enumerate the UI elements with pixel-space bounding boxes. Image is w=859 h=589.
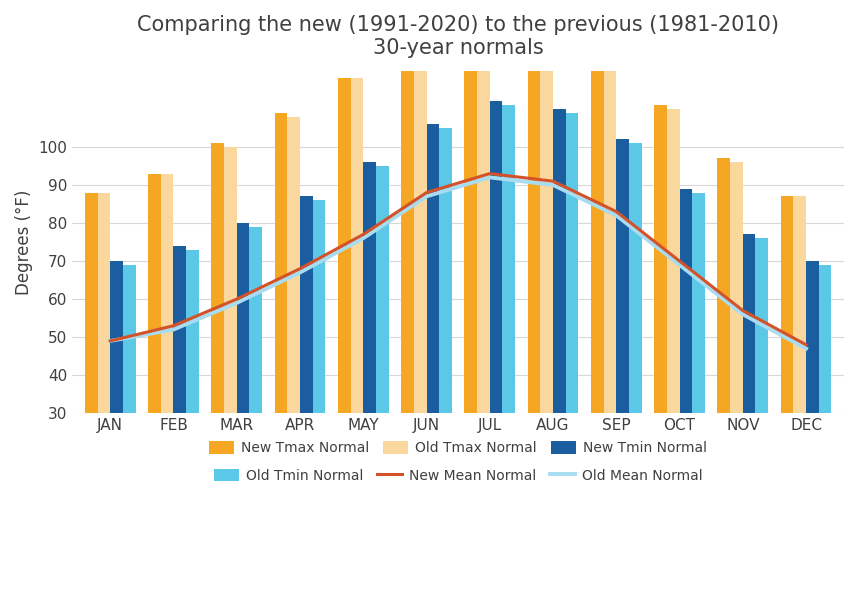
Bar	[237, 223, 249, 413]
Bar	[743, 234, 755, 413]
Bar	[123, 265, 136, 413]
Bar	[363, 162, 376, 413]
Bar	[477, 18, 490, 413]
Bar	[186, 250, 198, 413]
Bar	[174, 246, 186, 413]
Bar	[465, 18, 477, 413]
Bar	[427, 124, 439, 413]
Bar	[503, 105, 515, 413]
Bar	[249, 227, 262, 413]
Bar	[110, 261, 123, 413]
Bar	[338, 78, 350, 413]
Bar	[224, 147, 237, 413]
Bar	[730, 162, 743, 413]
Bar	[439, 128, 452, 413]
Bar	[85, 193, 98, 413]
Bar	[313, 200, 326, 413]
Bar	[211, 143, 224, 413]
Bar	[667, 109, 679, 413]
Bar	[161, 174, 174, 413]
Bar	[566, 112, 578, 413]
Bar	[806, 261, 819, 413]
Bar	[692, 193, 705, 413]
Bar	[679, 189, 692, 413]
Bar	[149, 174, 161, 413]
Y-axis label: Degrees (°F): Degrees (°F)	[15, 189, 33, 294]
Legend: Old Tmin Normal, New Mean Normal, Old Mean Normal: Old Tmin Normal, New Mean Normal, Old Me…	[208, 464, 708, 488]
Bar	[794, 196, 806, 413]
Bar	[629, 143, 642, 413]
Title: Comparing the new (1991-2020) to the previous (1981-2010)
30-year normals: Comparing the new (1991-2020) to the pre…	[137, 15, 779, 58]
Bar	[755, 238, 768, 413]
Bar	[376, 166, 388, 413]
Bar	[275, 112, 288, 413]
Bar	[553, 109, 566, 413]
Bar	[781, 196, 794, 413]
Bar	[527, 25, 540, 413]
Bar	[540, 29, 553, 413]
Bar	[717, 158, 730, 413]
Bar	[655, 105, 667, 413]
Bar	[616, 140, 629, 413]
Bar	[591, 52, 604, 413]
Bar	[300, 196, 313, 413]
Bar	[490, 101, 503, 413]
Bar	[414, 41, 427, 413]
Bar	[604, 55, 616, 413]
Bar	[288, 117, 300, 413]
Bar	[350, 78, 363, 413]
Bar	[401, 37, 414, 413]
Bar	[819, 265, 832, 413]
Bar	[98, 193, 110, 413]
